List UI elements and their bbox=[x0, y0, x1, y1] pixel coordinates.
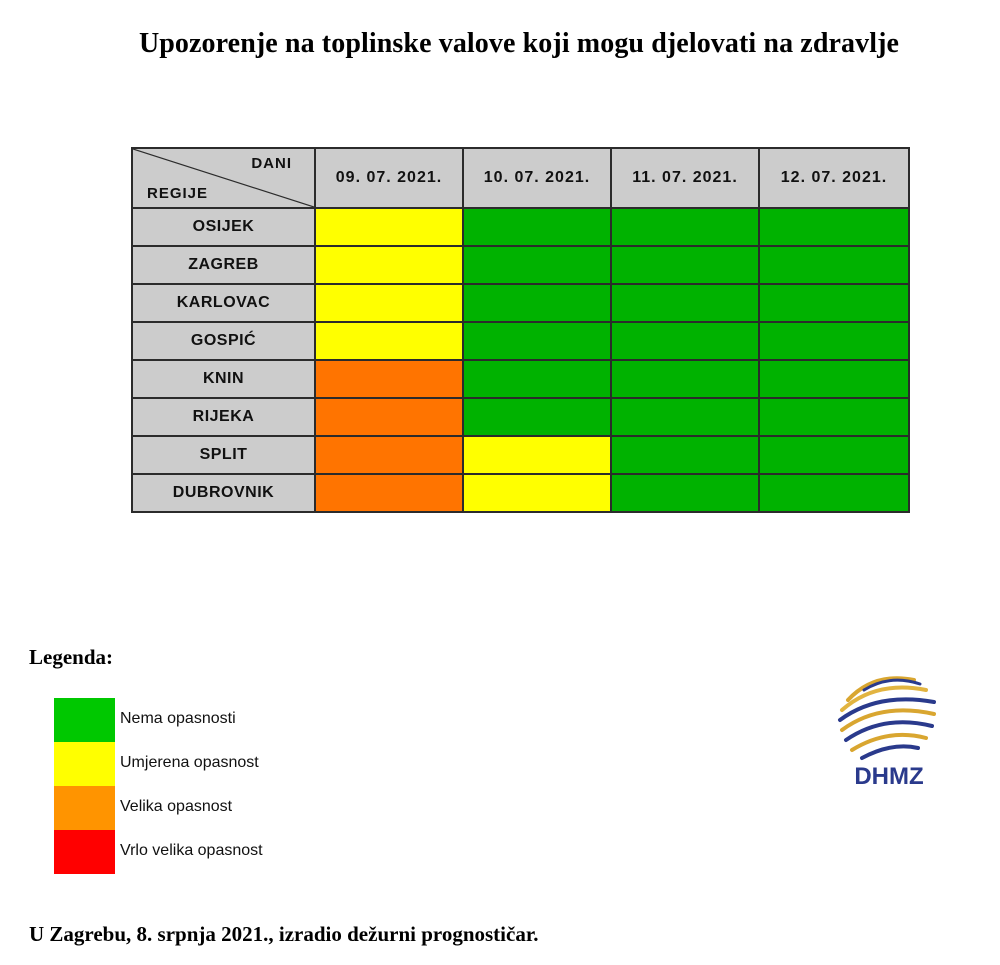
date-header: 12. 07. 2021. bbox=[758, 147, 910, 209]
level-cell bbox=[314, 435, 464, 475]
level-cell bbox=[758, 435, 910, 475]
level-cell bbox=[758, 397, 910, 437]
level-cell bbox=[314, 359, 464, 399]
level-cell bbox=[314, 245, 464, 285]
legend-swatch bbox=[54, 742, 115, 786]
region-cell: RIJEKA bbox=[131, 397, 316, 437]
level-cell bbox=[610, 473, 760, 513]
table-header-row: DANI REGIJE 09. 07. 2021. 10. 07. 2021. … bbox=[131, 147, 910, 209]
table-corner-cell: DANI REGIJE bbox=[131, 147, 316, 209]
region-cell: ZAGREB bbox=[131, 245, 316, 285]
region-cell: KARLOVAC bbox=[131, 283, 316, 323]
table-row: RIJEKA bbox=[131, 397, 910, 437]
page-title: Upozorenje na toplinske valove koji mogu… bbox=[138, 28, 900, 59]
legend-label: Vrlo velika opasnost bbox=[120, 842, 263, 859]
level-cell bbox=[462, 321, 612, 361]
logo-swirl-icon bbox=[838, 676, 936, 760]
legend-label: Umjerena opasnost bbox=[120, 754, 259, 771]
level-cell bbox=[314, 321, 464, 361]
level-cell bbox=[462, 435, 612, 475]
region-cell: GOSPIĆ bbox=[131, 321, 316, 361]
level-cell bbox=[610, 283, 760, 323]
level-cell bbox=[462, 397, 612, 437]
corner-diagonal-line bbox=[133, 149, 314, 207]
legend-title: Legenda: bbox=[29, 645, 113, 669]
level-cell bbox=[610, 207, 760, 247]
region-cell: SPLIT bbox=[131, 435, 316, 475]
table-row: ZAGREB bbox=[131, 245, 910, 285]
table-row: KARLOVAC bbox=[131, 283, 910, 323]
level-cell bbox=[610, 359, 760, 399]
level-cell bbox=[758, 283, 910, 323]
dhmz-logo: DHMZ bbox=[838, 676, 936, 790]
corner-label-days: DANI bbox=[251, 155, 292, 172]
date-header: 11. 07. 2021. bbox=[610, 147, 760, 209]
table-row: OSIJEK bbox=[131, 207, 910, 247]
legend-swatch bbox=[54, 786, 115, 830]
footer-note: U Zagrebu, 8. srpnja 2021., izradio dežu… bbox=[29, 922, 539, 946]
legend-swatch bbox=[54, 830, 115, 874]
level-cell bbox=[610, 321, 760, 361]
legend-label: Velika opasnost bbox=[120, 798, 233, 815]
level-cell bbox=[462, 359, 612, 399]
warning-table: DANI REGIJE 09. 07. 2021. 10. 07. 2021. … bbox=[131, 147, 910, 513]
corner-label-regions: REGIJE bbox=[147, 185, 209, 202]
level-cell bbox=[758, 207, 910, 247]
level-cell bbox=[462, 245, 612, 285]
legend-swatch bbox=[54, 698, 115, 742]
level-cell bbox=[758, 321, 910, 361]
level-cell bbox=[610, 435, 760, 475]
date-header: 10. 07. 2021. bbox=[462, 147, 612, 209]
level-cell bbox=[314, 207, 464, 247]
region-cell: DUBROVNIK bbox=[131, 473, 316, 513]
level-cell bbox=[758, 359, 910, 399]
level-cell bbox=[314, 397, 464, 437]
level-cell bbox=[462, 283, 612, 323]
level-cell bbox=[758, 245, 910, 285]
table-row: KNIN bbox=[131, 359, 910, 399]
level-cell bbox=[610, 245, 760, 285]
logo-text: DHMZ bbox=[854, 763, 923, 790]
level-cell bbox=[462, 473, 612, 513]
level-cell bbox=[758, 473, 910, 513]
level-cell bbox=[610, 397, 760, 437]
level-cell bbox=[314, 283, 464, 323]
legend-label: Nema opasnosti bbox=[120, 710, 236, 727]
region-cell: KNIN bbox=[131, 359, 316, 399]
table-row: SPLIT bbox=[131, 435, 910, 475]
level-cell bbox=[314, 473, 464, 513]
level-cell bbox=[462, 207, 612, 247]
table-row: GOSPIĆ bbox=[131, 321, 910, 361]
date-header: 09. 07. 2021. bbox=[314, 147, 464, 209]
table-row: DUBROVNIK bbox=[131, 473, 910, 513]
region-cell: OSIJEK bbox=[131, 207, 316, 247]
